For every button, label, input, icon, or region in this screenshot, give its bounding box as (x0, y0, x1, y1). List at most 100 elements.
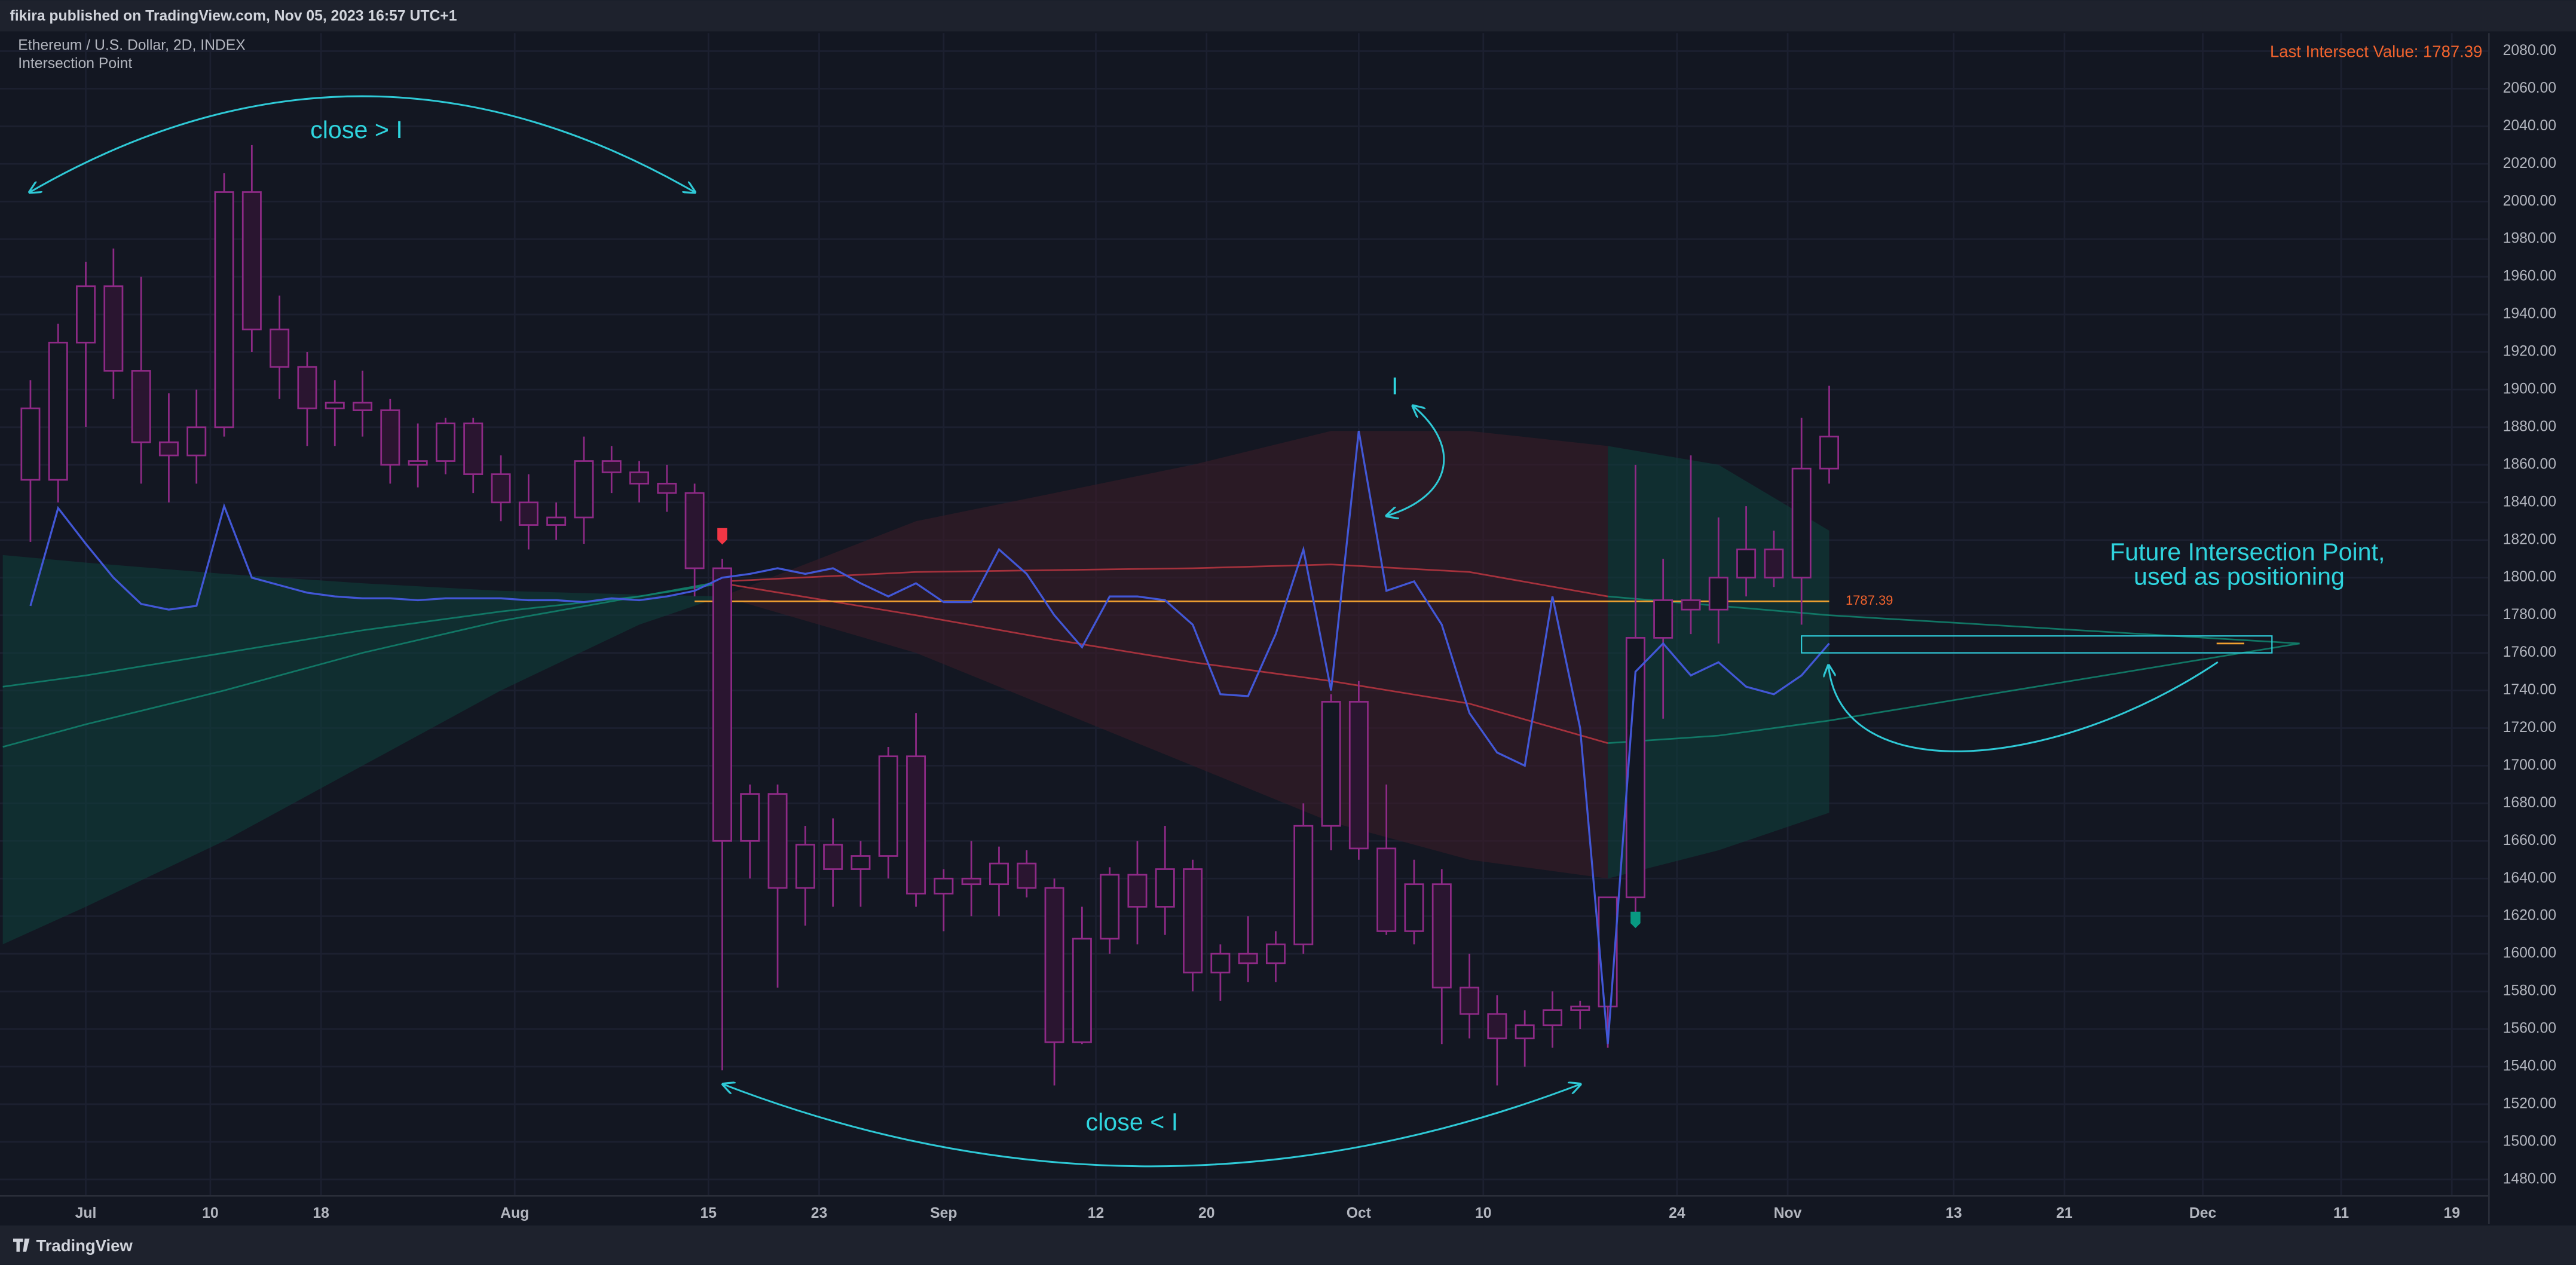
candle-layer (20, 145, 1839, 1086)
x-tick-label: 10 (202, 1205, 219, 1221)
x-tick-label: 12 (1088, 1205, 1105, 1221)
candle-body (712, 567, 732, 842)
candle-body (1348, 701, 1369, 850)
candle-body (1487, 1013, 1507, 1040)
x-tick-label: 15 (700, 1205, 717, 1221)
candle-body (1155, 868, 1175, 908)
candle-body (740, 793, 760, 842)
annotation: used as positioning (2134, 563, 2345, 590)
x-tick-label: 23 (811, 1205, 828, 1221)
y-tick-label: 1900.00 (2503, 381, 2556, 397)
candle-body (878, 755, 898, 857)
level-label: 1787.39 (1846, 593, 1893, 608)
candle-body (1072, 938, 1092, 1043)
x-tick-label: 13 (1945, 1205, 1962, 1221)
candle-body (574, 460, 594, 519)
annotation: Future Intersection Point, (2110, 538, 2385, 565)
candle-body (297, 366, 317, 409)
y-tick-label: 1760.00 (2503, 644, 2556, 660)
x-tick-label: Aug (500, 1205, 529, 1221)
y-tick-label: 1960.00 (2503, 268, 2556, 284)
y-tick-label: 1620.00 (2503, 908, 2556, 924)
annotation: close < I (1086, 1108, 1179, 1135)
y-tick-label: 1820.00 (2503, 531, 2556, 547)
candle-body (1819, 436, 1839, 470)
candle-body (103, 285, 124, 372)
y-tick-label: 1980.00 (2503, 231, 2556, 247)
candle-body (1764, 549, 1784, 579)
ma-line (1607, 642, 2300, 745)
future-box (1801, 635, 2273, 654)
x-tick-label: Sep (930, 1205, 957, 1221)
x-tick-label: 20 (1198, 1205, 1215, 1221)
candle-body (1570, 1005, 1590, 1011)
candle-body (1293, 825, 1314, 945)
candle-body (1708, 577, 1728, 611)
x-tick-label: 10 (1475, 1205, 1492, 1221)
candle-body (684, 492, 705, 569)
candle-body (380, 409, 400, 466)
candle-body (463, 422, 484, 475)
ma-line (722, 563, 1608, 598)
candle-body (76, 285, 96, 344)
y-tick-label: 1500.00 (2503, 1133, 2556, 1149)
y-tick-label: 1860.00 (2503, 456, 2556, 472)
candle-body (1127, 874, 1148, 908)
y-tick-label: 2060.00 (2503, 80, 2556, 96)
annotation: close > I (310, 116, 403, 143)
candle-body (1791, 467, 1812, 579)
candle-body (1681, 599, 1701, 611)
x-tick-label: Dec (2189, 1205, 2217, 1221)
x-tick-label: 24 (1669, 1205, 1685, 1221)
candle-body (48, 341, 68, 481)
candle-body (906, 755, 926, 895)
candle-body (1653, 599, 1674, 639)
y-tick-label: 1480.00 (2503, 1171, 2556, 1187)
chart-subtitle: Intersection Point (18, 56, 132, 72)
ma-line (722, 582, 1608, 744)
band (722, 431, 1608, 879)
candle-body (1515, 1024, 1535, 1040)
y-tick-label: 1720.00 (2503, 719, 2556, 736)
candle-body (795, 844, 815, 889)
candle-body (961, 877, 981, 886)
candle-body (1183, 868, 1203, 973)
y-tick-label: 1640.00 (2503, 870, 2556, 886)
candle-body (1210, 952, 1231, 973)
y-tick-label: 1920.00 (2503, 344, 2556, 360)
y-tick-label: 2020.00 (2503, 155, 2556, 171)
intersection-line (29, 430, 1830, 1045)
candle-body (934, 877, 954, 895)
y-tick-label: 2000.00 (2503, 193, 2556, 209)
y-tick-label: 1780.00 (2503, 607, 2556, 623)
candle-body (1100, 874, 1120, 940)
brand: TradingView (36, 1236, 133, 1255)
y-tick-label: 1740.00 (2503, 682, 2556, 698)
y-tick-label: 1540.00 (2503, 1058, 2556, 1074)
x-tick-label: Oct (1347, 1205, 1371, 1221)
candle-body (850, 855, 871, 870)
candle-body (131, 370, 151, 443)
candle-body (601, 460, 622, 473)
candle-body (20, 408, 41, 481)
x-tick-label: Jul (75, 1205, 97, 1221)
candle-body (767, 793, 788, 889)
candle-body (408, 460, 428, 466)
arrow (1828, 661, 2219, 752)
top-bar (0, 0, 2576, 32)
candle-body (241, 191, 262, 330)
overlay-layer: 1787.39 (29, 430, 2273, 1045)
arrow (29, 95, 695, 192)
line-layer (2, 563, 2300, 748)
brand-logo (13, 1238, 30, 1252)
candle-body (270, 328, 290, 368)
candle-body (491, 473, 511, 504)
grid-layer (0, 33, 2489, 1196)
candle-body (518, 501, 539, 526)
arrow (1387, 406, 1445, 516)
annotation: I (1391, 372, 1398, 400)
y-tick-label: 1600.00 (2503, 945, 2556, 961)
y-tick-label: 1520.00 (2503, 1095, 2556, 1111)
candle-body (823, 844, 843, 870)
